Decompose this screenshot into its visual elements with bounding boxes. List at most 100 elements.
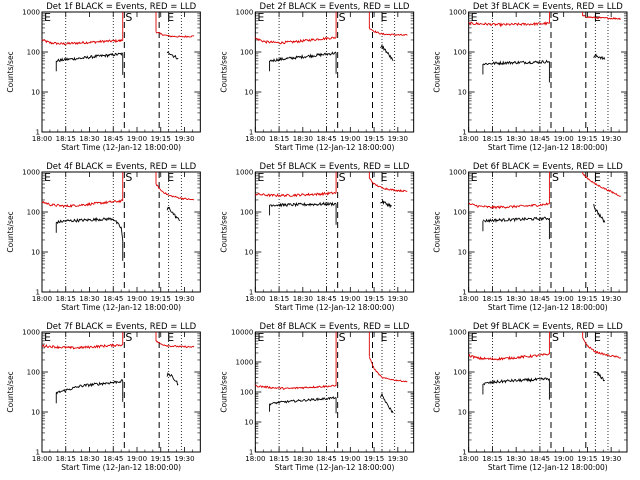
panel-det-4: Det 4f BLACK = Events, RED = LLD 1 10 100 10… bbox=[6, 162, 201, 312]
y-tick-label: 1 bbox=[249, 129, 253, 137]
x-axis-label: Start Time (12-Jan-12 18:00:00) bbox=[275, 303, 395, 312]
x-tick-label: 18:45 bbox=[316, 135, 336, 143]
x-axis-label: Start Time (12-Jan-12 18:00:00) bbox=[275, 463, 395, 472]
y-tick-label: 100 bbox=[453, 49, 466, 57]
lld-trace-pre bbox=[468, 202, 550, 210]
x-tick-label: 18:00 bbox=[459, 295, 479, 303]
x-tick-label: 19:30 bbox=[601, 295, 621, 303]
x-axis-label: Start Time (12-Jan-12 18:00:00) bbox=[61, 143, 181, 152]
x-tick-label: 18:15 bbox=[482, 295, 502, 303]
edge-marker-label: E bbox=[257, 331, 264, 344]
start-marker-label: S bbox=[125, 171, 132, 184]
x-tick-label: 18:30 bbox=[506, 455, 526, 463]
x-tick-label: 19:00 bbox=[340, 135, 360, 143]
x-tick-label: 18:15 bbox=[482, 135, 502, 143]
y-tick-label: 100 bbox=[240, 49, 253, 57]
y-tick-label: 10 bbox=[31, 89, 40, 97]
x-tick-label: 19:15 bbox=[151, 455, 171, 463]
start-marker-label: S bbox=[552, 331, 559, 344]
x-tick-label: 19:15 bbox=[151, 135, 171, 143]
y-tick-label: 1000 bbox=[22, 169, 40, 177]
y-tick-label: 10 bbox=[244, 249, 253, 257]
panel-det-9: Det 9f BLACK = Events, RED = LLD 1 10 100 10… bbox=[433, 322, 628, 472]
x-tick-label: 18:30 bbox=[506, 295, 526, 303]
x-tick-label: 19:30 bbox=[174, 455, 194, 463]
panel-title: Det 1f BLACK = Events, RED = LLD bbox=[46, 2, 196, 12]
x-tick-label: 19:15 bbox=[364, 135, 384, 143]
y-tick-label: 1 bbox=[462, 129, 466, 137]
x-tick-label: 19:00 bbox=[554, 295, 574, 303]
events-trace-pre bbox=[269, 396, 337, 406]
lld-trace-post bbox=[582, 15, 622, 21]
x-tick-label: 18:15 bbox=[269, 455, 289, 463]
x-tick-label: 18:15 bbox=[482, 455, 502, 463]
start-marker-label: S bbox=[339, 11, 346, 24]
lld-trace-pre bbox=[254, 36, 337, 45]
x-tick-label: 18:30 bbox=[79, 295, 99, 303]
events-trace-post bbox=[593, 53, 606, 61]
x-tick-label: 18:00 bbox=[459, 455, 479, 463]
y-axis-label: Counts/sec bbox=[219, 51, 228, 92]
lld-trace-pre bbox=[468, 21, 550, 28]
events-trace-pre bbox=[482, 59, 550, 66]
events-trace-pre bbox=[56, 52, 124, 63]
x-tick-label: 18:45 bbox=[316, 455, 336, 463]
panel-title: Det 5f BLACK = Events, RED = LLD bbox=[260, 162, 410, 172]
y-tick-label: 1000 bbox=[22, 9, 40, 17]
panel-det-7: Det 7f BLACK = Events, RED = LLD 1 10 100 10… bbox=[6, 322, 201, 472]
panel-title: Det 2f BLACK = Events, RED = LLD bbox=[260, 2, 410, 12]
x-tick-label: 19:00 bbox=[127, 295, 147, 303]
y-tick-label: 1 bbox=[249, 289, 253, 297]
y-tick-label: 10 bbox=[31, 249, 40, 257]
x-tick-label: 19:00 bbox=[340, 455, 360, 463]
lld-trace-post bbox=[582, 337, 621, 359]
x-tick-label: 19:15 bbox=[577, 455, 597, 463]
end-marker-label: E bbox=[594, 11, 601, 24]
x-tick-label: 18:45 bbox=[103, 295, 123, 303]
panel-det-1: Det 1f BLACK = Events, RED = LLD 1 10 100 10… bbox=[6, 2, 201, 152]
events-trace-post bbox=[379, 392, 394, 414]
start-marker-label: S bbox=[125, 331, 132, 344]
edge-marker-label: E bbox=[44, 171, 51, 184]
y-tick-label: 1000 bbox=[449, 9, 467, 17]
edge-marker-label: E bbox=[44, 331, 51, 344]
y-tick-label: 10 bbox=[244, 89, 253, 97]
events-trace-pre bbox=[482, 216, 550, 223]
y-axis-label: Counts/sec bbox=[433, 211, 442, 252]
x-tick-label: 19:30 bbox=[601, 135, 621, 143]
edge-marker-label: E bbox=[471, 331, 478, 344]
x-tick-label: 18:30 bbox=[293, 455, 313, 463]
x-tick-label: 19:30 bbox=[388, 295, 408, 303]
y-tick-label: 1000 bbox=[236, 359, 254, 367]
x-axis-label: Start Time (12-Jan-12 18:00:00) bbox=[488, 303, 608, 312]
events-trace-post bbox=[166, 372, 179, 386]
x-tick-label: 18:45 bbox=[316, 295, 336, 303]
panel-title: Det 4f BLACK = Events, RED = LLD bbox=[46, 162, 196, 172]
edge-marker-label: E bbox=[471, 11, 478, 24]
edge-marker-label: E bbox=[471, 171, 478, 184]
panel-det-2: Det 2f BLACK = Events, RED = LLD 1 10 100 10… bbox=[219, 2, 415, 152]
lld-trace-pre bbox=[255, 384, 337, 390]
panel-det-5: Det 5f BLACK = Events, RED = LLD 1 10 100 10… bbox=[219, 162, 415, 312]
start-marker-label: S bbox=[125, 11, 132, 24]
panel-title: Det 6f BLACK = Events, RED = LLD bbox=[473, 162, 623, 172]
y-tick-label: 100 bbox=[27, 209, 40, 217]
x-axis-label: Start Time (12-Jan-12 18:00:00) bbox=[61, 303, 181, 312]
y-tick-label: 100 bbox=[240, 389, 253, 397]
events-trace-pre bbox=[269, 201, 337, 208]
y-tick-label: 1 bbox=[462, 289, 466, 297]
y-tick-label: 100 bbox=[240, 209, 253, 217]
y-axis-label: Counts/sec bbox=[6, 211, 15, 252]
end-marker-label: E bbox=[380, 331, 387, 344]
panel-det-3: Det 3f BLACK = Events, RED = LLD 1 10 100 10… bbox=[433, 2, 628, 152]
events-trace-post bbox=[166, 206, 181, 222]
events-trace-post bbox=[593, 204, 606, 223]
x-tick-label: 18:00 bbox=[32, 455, 52, 463]
x-axis-label: Start Time (12-Jan-12 18:00:00) bbox=[275, 143, 395, 152]
x-tick-label: 18:30 bbox=[293, 135, 313, 143]
x-tick-label: 18:45 bbox=[103, 135, 123, 143]
x-tick-label: 18:45 bbox=[103, 455, 123, 463]
lld-trace-pre bbox=[41, 199, 124, 209]
x-tick-label: 19:15 bbox=[577, 135, 597, 143]
